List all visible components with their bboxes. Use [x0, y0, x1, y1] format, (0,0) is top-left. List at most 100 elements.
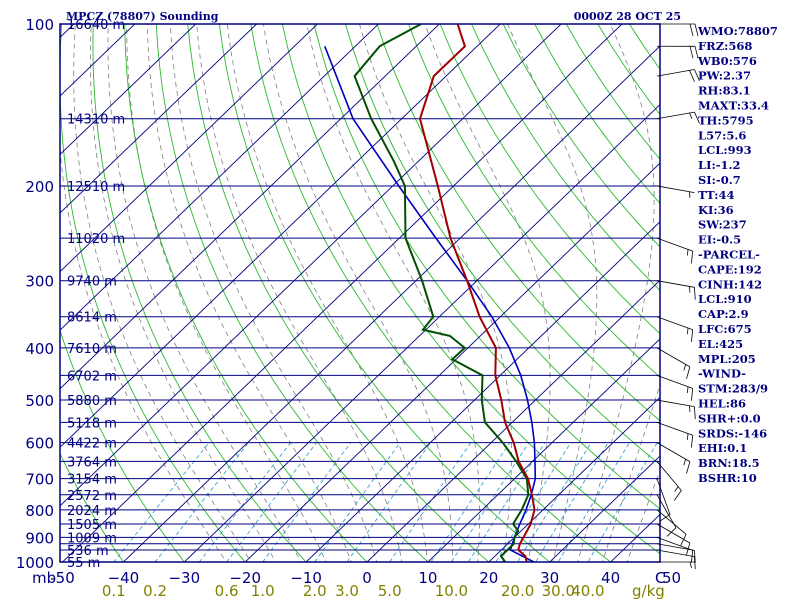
wind-barb [656, 509, 687, 546]
temperature-tick-label: 50 [662, 569, 681, 587]
mixing-ratio-label: 5.0 [378, 582, 402, 600]
moist-adiabat-line [196, 24, 403, 562]
temperature-axis: mb-50 −40 −30 −20 −10 0 10 20 30 40 50C [32, 569, 681, 587]
wind-barb-flag [691, 329, 694, 343]
dry-adiabat-line [155, 24, 429, 562]
dry-adiabat-line [408, 24, 660, 378]
isotherm-line [60, 24, 136, 97]
height-label: 3764 m [67, 455, 117, 470]
index-line: LCL:910 [698, 292, 752, 306]
moist-adiabat-line [359, 24, 512, 562]
wind-barb-staff [656, 549, 695, 557]
wind-barb-staff [656, 509, 687, 535]
index-line: PW:2.37 [698, 69, 751, 83]
wind-barb-staff [656, 280, 695, 288]
wind-barb-staff [656, 478, 671, 515]
index-line: EHI:0.1 [698, 441, 747, 455]
isotherm-line [60, 24, 319, 273]
wind-barb [656, 523, 691, 556]
chart-title: MPCZ (78807) Sounding [66, 10, 219, 23]
moist-adiabats [60, 24, 660, 562]
index-line: LCL:993 [698, 143, 752, 157]
temperature-tick-label: 30 [540, 569, 559, 587]
wind-barb [656, 111, 700, 124]
isotherm-line [427, 338, 660, 562]
height-label: 2024 m [67, 504, 117, 519]
height-label: 16640 m [67, 18, 125, 33]
moist-adiabat-line [90, 24, 277, 562]
wind-barb-flag [689, 23, 694, 37]
mixing-ratio-label: 3.0 [335, 582, 359, 600]
wind-barb-flag [666, 527, 677, 537]
pressure-label: 400 [25, 340, 54, 358]
isotherm-line [60, 24, 258, 214]
wind-barb-flag [694, 287, 696, 300]
wind-barb-half-flag [687, 327, 689, 335]
height-label: 9740 m [67, 275, 117, 290]
wind-barb-half-flag [687, 249, 689, 256]
wind-barb-flag [691, 388, 694, 401]
isotherm-line [60, 24, 501, 448]
index-line: BRN:18.5 [698, 456, 760, 470]
isotherm-line [60, 24, 197, 156]
wind-barb-half-flag [683, 364, 686, 371]
wind-barb-flag [686, 542, 691, 556]
sounding-traces [324, 24, 537, 562]
moist-adiabat-line [226, 24, 428, 562]
mixing-ratio-axis: 0.1 0.2 0.6 1.0 2.0 3.0 5.0 10.0 20.0 30.040.0 g/k… [102, 582, 665, 600]
wind-barb-staff [656, 185, 695, 193]
wind-barb-half-flag [687, 433, 689, 440]
wind-barb-flag [689, 46, 694, 59]
wind-barb-flag [694, 23, 699, 37]
index-line: -WIND- [698, 367, 746, 381]
index-line: EI:-0.5 [698, 233, 741, 247]
height-label: 11020 m [67, 232, 125, 247]
wind-barb [656, 280, 696, 300]
mixing-ratio-label: 10.0 [435, 582, 468, 600]
wind-barb [656, 442, 691, 474]
dry-adiabat-line [60, 452, 124, 562]
wind-barb-half-flag [687, 386, 689, 393]
wind-barb-staff [656, 442, 691, 462]
temperature-tick-label: -50 [50, 569, 75, 587]
moist-adiabat-line [126, 24, 327, 562]
isotherm-line [366, 279, 660, 562]
index-line: CAP:2.9 [698, 307, 749, 321]
mixing-ratio-label: 30.0 [542, 582, 575, 600]
wind-barb-staff [656, 347, 691, 368]
dry-adiabat-line [313, 24, 660, 510]
height-label: 12510 m [67, 180, 125, 195]
mixing-ratio-line [450, 442, 530, 562]
wind-barb-flag [691, 435, 694, 448]
height-label: 6702 m [67, 369, 117, 384]
wind-barb-flag [689, 70, 695, 82]
isotherm-line [61, 24, 623, 562]
mixing-ratio-line [535, 442, 609, 562]
pressure-label: 500 [25, 392, 54, 410]
pressure-label: 300 [25, 273, 54, 291]
dewpoint-trace [353, 24, 530, 562]
isotherm-line [244, 162, 660, 562]
indices-panel: WMO:78807FRZ:568WB0:576PW:2.37RH:83.1MAX… [697, 24, 778, 485]
temperature-tick-label: 20 [479, 569, 498, 587]
wind-barb-flag [694, 556, 696, 570]
pressure-label: 100 [25, 16, 54, 34]
wind-barb-staff [656, 69, 695, 77]
dry-adiabat-line [187, 24, 490, 562]
mixing-ratio-line [226, 442, 317, 562]
mixing-ratio-label: 2.0 [303, 582, 327, 600]
isotherm-line [60, 24, 380, 331]
index-line: TT:44 [698, 188, 735, 202]
wind-barb-staff [656, 537, 693, 551]
wind-barb [656, 45, 699, 59]
mixing-ratio-line [262, 442, 352, 562]
wind-barb-flag [686, 366, 691, 379]
mixing-ratio-line [113, 442, 210, 562]
wind-barb-flag [686, 461, 691, 474]
index-line: WMO:78807 [697, 24, 778, 38]
wind-barb-half-flag [674, 486, 679, 492]
wind-barb-flag [691, 550, 694, 563]
wind-barb-flag [659, 514, 671, 522]
moist-adiabat-line [601, 383, 660, 562]
pressure-label: 200 [25, 178, 54, 196]
